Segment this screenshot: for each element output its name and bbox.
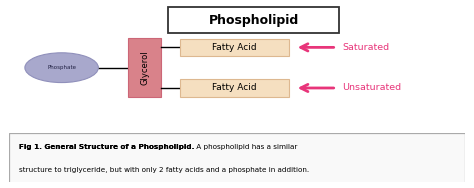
Text: structure to triglyceride, but with only 2 fatty acids and a phosphate in additi: structure to triglyceride, but with only… [18,167,309,173]
Text: Fatty Acid: Fatty Acid [212,43,257,52]
Text: Phospholipid: Phospholipid [209,14,299,27]
Bar [128,38,161,97]
Text: Fig 1. General Structure of a Phospholipid.: Fig 1. General Structure of a Phospholip… [18,144,194,150]
Text: Glycerol: Glycerol [140,50,149,85]
Text: Fatty Acid: Fatty Acid [212,83,257,92]
Text: Unsaturated: Unsaturated [342,83,401,92]
FancyBboxPatch shape [168,8,339,33]
Bar [180,79,289,97]
FancyBboxPatch shape [9,133,465,183]
Bar [180,39,289,56]
Text: Saturated: Saturated [342,43,389,52]
Text: Phosphate: Phosphate [47,65,76,70]
Text: A phospholipid has a similar: A phospholipid has a similar [194,144,300,150]
Ellipse shape [25,53,99,83]
Text: Fig 1. General Structure of a Phospholipid.: Fig 1. General Structure of a Phospholip… [18,144,194,150]
